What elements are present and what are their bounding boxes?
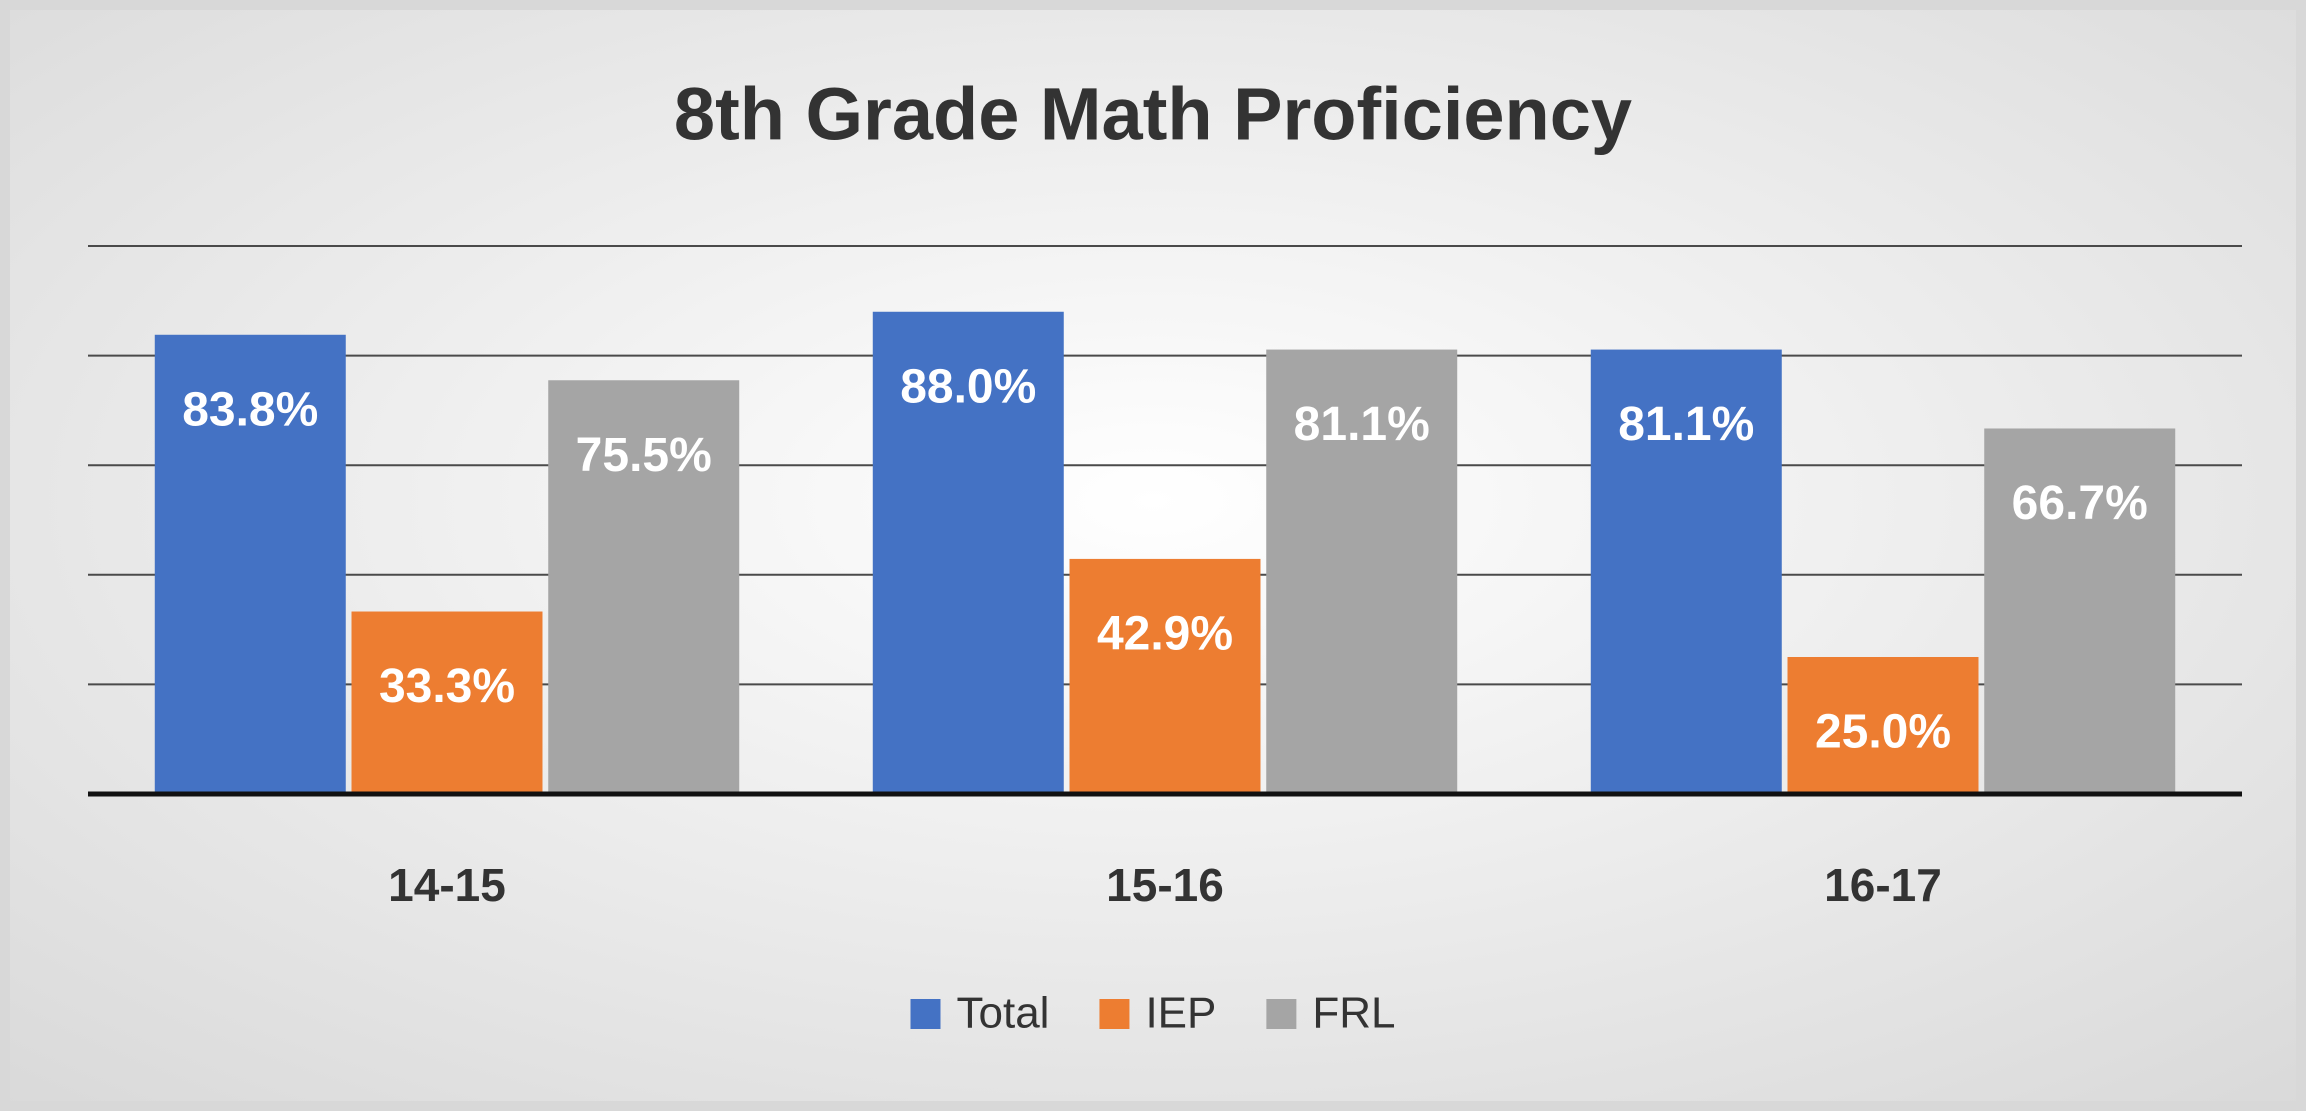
data-label: 66.7% xyxy=(2012,477,2148,530)
legend-swatch xyxy=(1266,999,1297,1029)
data-label: 83.8% xyxy=(182,383,318,436)
chart-background xyxy=(10,10,2296,1101)
data-label: 88.0% xyxy=(900,360,1036,413)
x-tick-label: 15-16 xyxy=(1106,859,1224,911)
data-label: 25.0% xyxy=(1815,706,1951,759)
legend-label: FRL xyxy=(1312,989,1395,1038)
bar xyxy=(1787,657,1979,794)
bar xyxy=(1590,349,1782,794)
chart-title: 8th Grade Math Proficiency xyxy=(674,73,1632,156)
x-tick-label: 16-17 xyxy=(1824,859,1942,911)
legend-label: Total xyxy=(957,989,1050,1038)
bar xyxy=(154,334,346,794)
bar xyxy=(872,311,1064,794)
data-label: 42.9% xyxy=(1097,608,1233,661)
data-label: 75.5% xyxy=(576,429,712,482)
data-label: 33.3% xyxy=(379,660,515,713)
legend-swatch xyxy=(910,999,941,1029)
bar xyxy=(548,380,740,794)
bar xyxy=(1266,349,1458,794)
data-label: 81.1% xyxy=(1294,398,1430,451)
bar xyxy=(1069,558,1261,794)
bar xyxy=(351,611,543,794)
data-label: 81.1% xyxy=(1618,398,1754,451)
bar xyxy=(1984,428,2176,794)
x-tick-label: 14-15 xyxy=(388,859,506,911)
legend-label: IEP xyxy=(1145,989,1216,1038)
legend-swatch xyxy=(1099,999,1130,1029)
